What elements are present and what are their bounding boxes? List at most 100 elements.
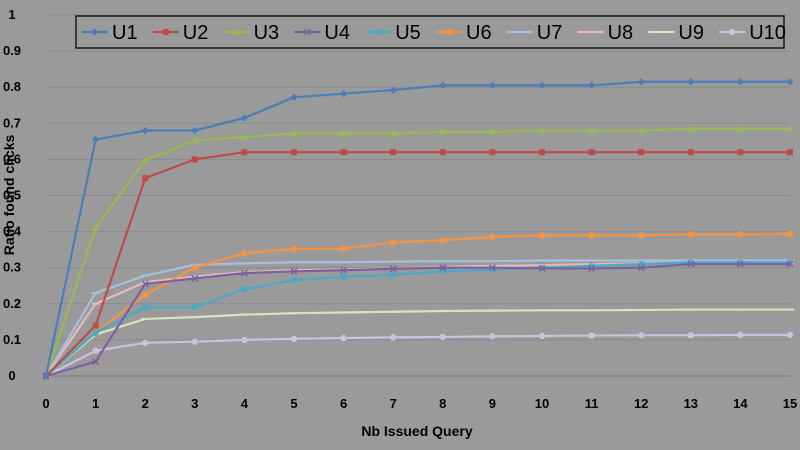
data-point bbox=[538, 126, 546, 134]
data-point bbox=[390, 334, 397, 341]
legend-marker bbox=[729, 28, 736, 36]
data-point bbox=[736, 125, 744, 132]
data-point bbox=[340, 149, 347, 156]
series-line bbox=[45, 261, 790, 377]
data-point bbox=[290, 276, 298, 284]
legend-marker bbox=[162, 29, 169, 35]
x-tick-label: 12 bbox=[634, 396, 648, 411]
tick-labels: 00.10.20.30.40.50.60.70.80.910 1 2 3 4 5 6 7 8 9 1… bbox=[3, 7, 797, 411]
data-point bbox=[340, 266, 348, 274]
legend-label: U7 bbox=[537, 22, 563, 44]
data-point bbox=[588, 126, 596, 134]
legend-label: U5 bbox=[395, 22, 421, 44]
data-point bbox=[588, 232, 595, 239]
data-point bbox=[687, 149, 694, 156]
series-group bbox=[42, 78, 794, 380]
legend-label: U2 bbox=[183, 22, 209, 44]
data-point bbox=[191, 156, 198, 163]
data-point bbox=[736, 260, 744, 268]
data-point bbox=[538, 81, 546, 89]
data-point bbox=[736, 78, 744, 86]
data-point bbox=[290, 93, 298, 101]
data-point bbox=[439, 264, 447, 272]
data-point bbox=[638, 332, 645, 339]
legend-item: U6 bbox=[436, 22, 492, 44]
legend-item: U7 bbox=[506, 22, 563, 44]
legend-label: U8 bbox=[608, 22, 634, 44]
y-axis-title: Ratio found clicks bbox=[1, 135, 17, 256]
legend-label: U10 bbox=[749, 22, 786, 44]
y-tick-label: 0.2 bbox=[3, 296, 21, 311]
data-point bbox=[191, 303, 199, 311]
data-point bbox=[240, 285, 248, 293]
series-line bbox=[45, 333, 790, 377]
data-point bbox=[439, 81, 447, 89]
data-point bbox=[439, 267, 447, 275]
data-point bbox=[92, 135, 100, 144]
legend-item: U10 bbox=[719, 22, 786, 44]
data-point bbox=[92, 347, 99, 354]
data-point bbox=[191, 137, 199, 144]
x-tick-label: 3 bbox=[191, 396, 198, 411]
data-point bbox=[538, 264, 546, 272]
data-point bbox=[191, 126, 199, 135]
x-tick-label: 11 bbox=[585, 396, 599, 411]
data-point bbox=[92, 224, 100, 231]
data-point bbox=[588, 149, 595, 156]
data-point bbox=[638, 149, 645, 156]
data-point bbox=[141, 280, 149, 288]
data-point bbox=[786, 78, 794, 86]
data-point bbox=[390, 239, 397, 246]
data-point bbox=[786, 258, 794, 266]
y-tick-label: 0 bbox=[8, 368, 15, 383]
series-u4 bbox=[42, 260, 794, 380]
y-tick-label: 0.7 bbox=[3, 115, 21, 130]
data-point bbox=[389, 271, 397, 279]
data-point bbox=[142, 339, 149, 346]
data-point bbox=[687, 260, 695, 268]
data-point bbox=[290, 267, 298, 275]
y-tick-label: 0.6 bbox=[3, 151, 21, 166]
data-point bbox=[340, 245, 347, 252]
data-point bbox=[191, 264, 198, 271]
data-point bbox=[687, 125, 695, 132]
series-u3 bbox=[42, 125, 794, 379]
data-point bbox=[241, 250, 248, 257]
x-tick-label: 2 bbox=[142, 396, 149, 411]
y-tick-label: 1 bbox=[8, 7, 15, 22]
x-tick-label: 0 bbox=[42, 396, 49, 411]
data-point bbox=[389, 265, 397, 273]
legend-item: U2 bbox=[152, 22, 209, 44]
data-point bbox=[191, 274, 199, 283]
data-point bbox=[439, 333, 446, 341]
data-point bbox=[439, 149, 446, 156]
data-point bbox=[637, 264, 645, 272]
legend-label: U9 bbox=[678, 22, 704, 44]
data-point bbox=[687, 258, 695, 266]
x-tick-label: 8 bbox=[439, 396, 446, 411]
data-point bbox=[638, 232, 645, 239]
y-tick-label: 0.3 bbox=[3, 260, 21, 275]
legend-marker bbox=[445, 28, 453, 36]
legend-label: U4 bbox=[324, 22, 350, 44]
data-point bbox=[42, 372, 50, 380]
legend-item: U8 bbox=[577, 22, 634, 44]
data-point bbox=[588, 264, 596, 272]
data-point bbox=[291, 149, 297, 156]
data-point bbox=[340, 334, 347, 342]
data-point bbox=[389, 86, 397, 94]
data-point bbox=[588, 332, 595, 339]
legend: U1 U2 U3 U4 U5 U6 U7 U8 U9 U10 bbox=[75, 15, 786, 49]
y-tick-label: 0.8 bbox=[3, 79, 21, 94]
data-point bbox=[737, 231, 744, 238]
legend-item: U4 bbox=[294, 22, 350, 44]
data-point bbox=[439, 128, 447, 135]
data-point bbox=[241, 336, 248, 344]
x-tick-label: 15 bbox=[783, 396, 797, 411]
data-point bbox=[786, 230, 794, 238]
data-point bbox=[240, 269, 248, 277]
data-point bbox=[786, 260, 794, 268]
y-tick-label: 0.5 bbox=[3, 188, 21, 203]
